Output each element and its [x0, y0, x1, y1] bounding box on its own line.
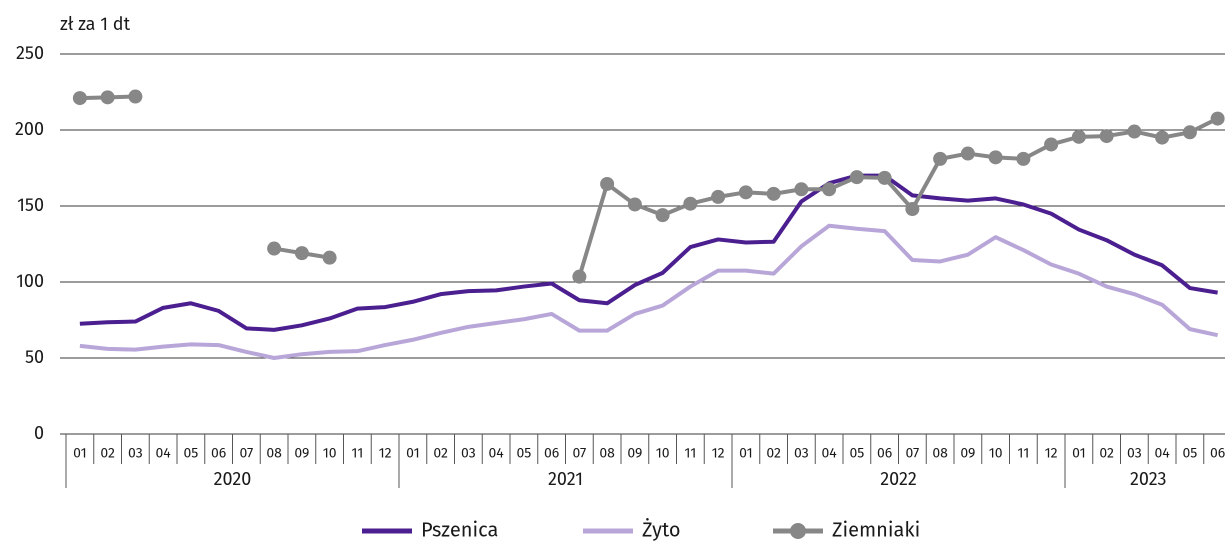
series-marker: [627, 197, 642, 212]
series-marker: [822, 182, 837, 197]
series-marker: [655, 208, 670, 223]
series-marker: [711, 189, 726, 204]
x-tick-label: 01: [406, 445, 420, 462]
x-tick-label: 04: [488, 445, 504, 462]
x-tick-label: 02: [433, 445, 448, 462]
x-tick-label: 04: [821, 445, 837, 462]
series-marker: [1182, 125, 1197, 140]
x-tick-label: 05: [516, 445, 531, 462]
x-tick-label: 05: [183, 445, 198, 462]
x-tick-label: 06: [544, 445, 559, 462]
series-marker: [128, 89, 143, 104]
x-tick-label: 03: [1127, 445, 1142, 462]
series-marker: [1155, 130, 1170, 145]
x-tick-label: 03: [128, 445, 143, 462]
x-tick-label: 10: [656, 445, 670, 462]
series-marker: [1099, 129, 1114, 144]
year-label: 2020: [214, 468, 252, 490]
x-tick-label: 02: [1099, 445, 1114, 462]
series-marker: [322, 250, 337, 265]
x-tick-label: 09: [294, 445, 309, 462]
x-tick-label: 03: [794, 445, 809, 462]
series-marker: [572, 269, 587, 284]
y-unit-label: zł za 1 dt: [60, 13, 131, 35]
series-marker: [100, 90, 115, 105]
series-marker: [794, 182, 809, 197]
series-marker: [738, 185, 753, 200]
x-tick-label: 08: [266, 445, 282, 462]
legend-marker: [790, 523, 806, 539]
x-tick-label: 05: [849, 445, 864, 462]
x-tick-label: 11: [684, 445, 696, 462]
y-tick-label: 200: [15, 118, 44, 140]
year-label: 2021: [548, 468, 583, 490]
x-tick-label: 05: [1182, 445, 1197, 462]
y-tick-label: 50: [25, 346, 44, 368]
x-tick-label: 07: [573, 445, 587, 462]
series-line: [79, 223, 1219, 360]
series-marker: [905, 202, 920, 217]
x-tick-label: 07: [240, 445, 254, 462]
series-marker: [766, 186, 781, 201]
x-tick-label: 01: [739, 445, 753, 462]
series-marker: [267, 241, 282, 256]
x-tick-label: 08: [932, 445, 948, 462]
x-tick-label: 09: [960, 445, 975, 462]
series-marker: [1127, 124, 1142, 139]
x-tick-label: 06: [877, 445, 892, 462]
x-tick-label: 01: [1072, 445, 1086, 462]
x-tick-label: 12: [1045, 445, 1058, 462]
x-tick-label: 08: [599, 445, 615, 462]
x-tick-label: 02: [766, 445, 781, 462]
series-marker: [1071, 129, 1086, 144]
x-tick-label: 12: [712, 445, 725, 462]
y-tick-label: 250: [16, 42, 44, 64]
x-tick-label: 02: [100, 445, 115, 462]
x-tick-label: 06: [211, 445, 226, 462]
year-label: 2022: [880, 468, 917, 490]
series-marker: [72, 91, 87, 106]
series-marker: [849, 170, 864, 185]
series-marker: [294, 246, 309, 261]
legend-label: Żyto: [642, 517, 681, 542]
series-marker: [1044, 137, 1059, 152]
series-marker: [988, 150, 1003, 165]
legend-label: Pszenica: [421, 518, 498, 542]
series-marker: [600, 176, 615, 191]
series-marker: [683, 196, 698, 211]
series-marker: [877, 170, 892, 185]
legend-label: Ziemniaki: [832, 518, 920, 542]
x-tick-label: 01: [73, 445, 87, 462]
x-tick-label: 04: [155, 445, 171, 462]
year-label: 2023: [1130, 468, 1167, 490]
x-tick-label: 03: [461, 445, 476, 462]
x-tick-label: 04: [1154, 445, 1170, 462]
x-tick-label: 06: [1210, 445, 1225, 462]
x-tick-label: 10: [989, 445, 1003, 462]
x-tick-label: 11: [1017, 445, 1029, 462]
x-tick-label: 10: [323, 445, 337, 462]
x-tick-label: 07: [906, 445, 920, 462]
y-tick-label: 100: [16, 270, 44, 292]
y-tick-label: 150: [17, 194, 44, 216]
series-marker: [1210, 111, 1225, 126]
x-tick-label: 11: [351, 445, 363, 462]
y-tick-label: 0: [34, 422, 44, 444]
x-tick-label: 12: [379, 445, 392, 462]
series-marker: [960, 146, 975, 161]
x-tick-label: 09: [627, 445, 642, 462]
series-marker: [1016, 151, 1031, 166]
series-line: [577, 116, 1219, 278]
series-line: [79, 173, 1218, 332]
series-marker: [933, 151, 948, 166]
